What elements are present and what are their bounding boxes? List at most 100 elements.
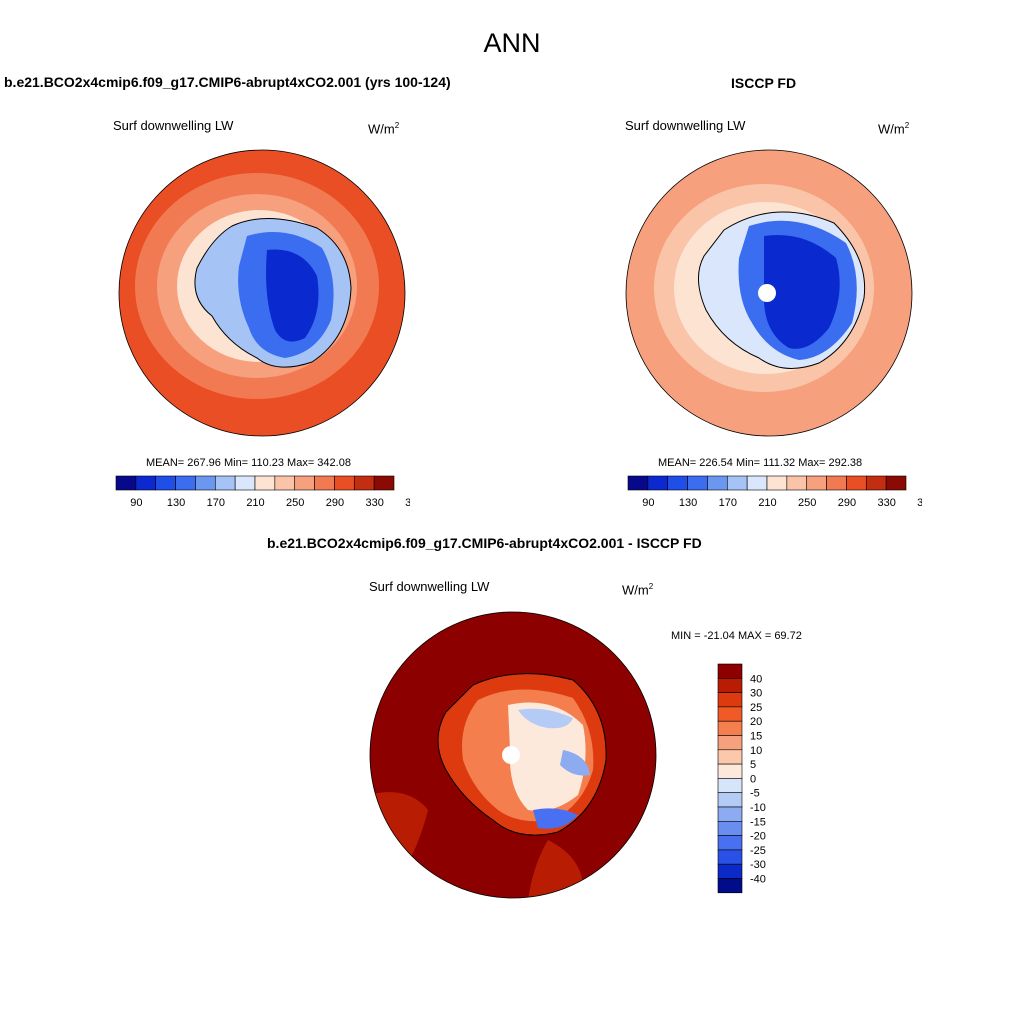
panel1-colorbar-tick-label: 170 — [207, 497, 225, 509]
panel3-stats: MIN = -21.04 MAX = 69.72 — [671, 630, 802, 642]
panel3-colorbar-tick-label: -30 — [750, 859, 766, 871]
panel3-colorbar-tick-label: 5 — [750, 759, 756, 771]
panel1-colorbar-tick-label: 290 — [326, 497, 344, 509]
panel1-colorbar-swatch — [155, 475, 176, 491]
panel2-colorbar-swatch — [746, 475, 768, 491]
panel3-title: b.e21.BCO2x4cmip6.f09_g17.CMIP6-abrupt4x… — [267, 535, 702, 551]
panel2-colorbar-tick-label: 210 — [758, 497, 776, 509]
panel1-map — [118, 149, 406, 437]
panel3-map — [369, 611, 657, 899]
panel2-colorbar-swatch — [826, 475, 847, 491]
panel2-colorbar-swatch — [667, 475, 688, 491]
panel1-colorbar-tick-label: 130 — [167, 497, 185, 509]
panel2-colorbar-swatch — [865, 475, 887, 491]
panel1-colorbar-swatch — [135, 475, 157, 491]
panel3-pole-missing — [502, 746, 520, 764]
panel2-variable-label: Surf downwelling LW — [625, 118, 746, 133]
panel3-colorbar-tick-label: 15 — [750, 731, 762, 743]
panel1-colorbar-swatch — [175, 475, 196, 491]
panel1-colorbar-swatch — [294, 475, 315, 491]
panel3-colorbar-tick-label: 30 — [750, 688, 762, 700]
panel3-colorbar-swatch — [717, 835, 743, 851]
panel3-colorbar-tick-label: -15 — [750, 816, 766, 828]
panel1-colorbar-swatch — [373, 475, 395, 491]
panel2-units: W/m2 — [878, 121, 910, 137]
panel2-colorbar-swatch — [647, 475, 669, 491]
panel2-colorbar-swatch — [726, 475, 748, 491]
panel1-stats: MEAN= 267.96 Min= 110.23 Max= 342.08 — [146, 457, 351, 469]
panel2-colorbar-tick-label: 370 — [917, 497, 922, 509]
panel2-colorbar-swatch — [687, 475, 708, 491]
page-title: ANN — [483, 28, 541, 58]
panel1-colorbar-swatch — [334, 475, 355, 491]
panel2-colorbar: 90 130 170 210 250 290 330 370 — [627, 475, 922, 509]
panel2-colorbar-swatch — [786, 475, 808, 491]
panel2-colorbar-swatch — [846, 475, 867, 491]
panel2-colorbar-swatch — [627, 475, 649, 491]
panel3-units: W/m2 — [622, 582, 654, 598]
panel3-colorbar-swatch — [717, 763, 743, 779]
panel3-colorbar-swatch — [717, 692, 743, 708]
panel1-colorbar-swatch — [234, 475, 256, 491]
panel3-colorbar-swatch — [717, 735, 743, 751]
panel3-continent-light — [508, 702, 586, 811]
panel3-colorbar-swatch — [717, 677, 743, 693]
panel2-map — [625, 149, 913, 437]
panel1-title: b.e21.BCO2x4cmip6.f09_g17.CMIP6-abrupt4x… — [4, 74, 451, 90]
panel3-colorbar-tick-label: 10 — [750, 745, 762, 757]
panel1-colorbar: 90 130 170 210 250 290 330 370 — [115, 475, 410, 509]
panel3-map-border — [369, 611, 657, 899]
panel2-colorbar-tick-label: 330 — [877, 497, 895, 509]
panel3-colorbar-tick-label: 0 — [750, 773, 756, 785]
panel1-colorbar-swatch — [115, 475, 137, 491]
panel1-colorbar-tick-label: 250 — [286, 497, 304, 509]
panel1-colorbar-tick-label: 90 — [130, 497, 142, 509]
panel2-colorbar-swatch — [806, 475, 827, 491]
panel2-coastline — [698, 211, 866, 369]
panel2-title: ISCCP FD — [731, 75, 797, 91]
panel3-colorbar-swatch — [717, 849, 743, 865]
panel1-colorbar-swatch — [274, 475, 296, 491]
panel1-colorbar-swatch — [353, 475, 375, 491]
panel1-colorbar-swatch — [254, 475, 276, 491]
panel2-colorbar-tick-label: 130 — [679, 497, 697, 509]
panel3-colorbar-tick-label: -20 — [750, 831, 766, 843]
panel1-map-border — [118, 149, 406, 437]
panel3-colorbar-tick-label: 40 — [750, 673, 762, 685]
panel3-negative-patch-north — [518, 708, 573, 729]
panel3-colorbar-swatch — [717, 706, 743, 722]
panel2-colorbar-swatch — [885, 475, 907, 491]
panel3-colorbar-tick-label: 20 — [750, 716, 762, 728]
panel1-colorbar-swatch — [214, 475, 236, 491]
panel2-continent-core — [764, 234, 840, 349]
panel1-colorbar-tick-label: 370 — [405, 497, 410, 509]
panel3-colorbar-swatch — [717, 778, 743, 794]
panel3-negative-patch-east — [560, 750, 590, 776]
panel3-colorbar-swatch — [717, 878, 743, 894]
panel1-variable-label: Surf downwelling LW — [113, 118, 234, 133]
panel2-pole-missing — [758, 284, 776, 302]
panel2-colorbar-swatch — [766, 475, 788, 491]
panel1-continent-core — [266, 249, 319, 342]
panel3-colorbar-swatch — [717, 792, 743, 808]
panel3-colorbar-swatch — [717, 863, 743, 879]
panel3-colorbar-swatch — [717, 806, 743, 822]
panel1-colorbar-tick-label: 330 — [365, 497, 383, 509]
panel2-map-border — [625, 149, 913, 437]
panel3-colorbar-swatch — [717, 720, 743, 736]
panel1-colorbar-tick-label: 210 — [246, 497, 264, 509]
panel1-colorbar-swatch — [314, 475, 335, 491]
panel2-colorbar-tick-label: 250 — [798, 497, 816, 509]
panel2-colorbar-tick-label: 290 — [838, 497, 856, 509]
panel2-colorbar-tick-label: 170 — [719, 497, 737, 509]
panel1-units: W/m2 — [368, 121, 400, 137]
panel3-colorbar-tick-label: 25 — [750, 702, 762, 714]
panel3-colorbar-tick-label: -25 — [750, 845, 766, 857]
panel1-colorbar-swatch — [195, 475, 216, 491]
panel3-negative-patch-south — [533, 808, 578, 829]
panel3-patch-s — [528, 840, 584, 898]
panel3-coastline — [437, 673, 607, 836]
panel3-colorbar-tick-label: -40 — [750, 874, 766, 886]
panel3-colorbar-tick-label: -5 — [750, 788, 760, 800]
panel2-stats: MEAN= 226.54 Min= 111.32 Max= 292.38 — [658, 457, 863, 469]
